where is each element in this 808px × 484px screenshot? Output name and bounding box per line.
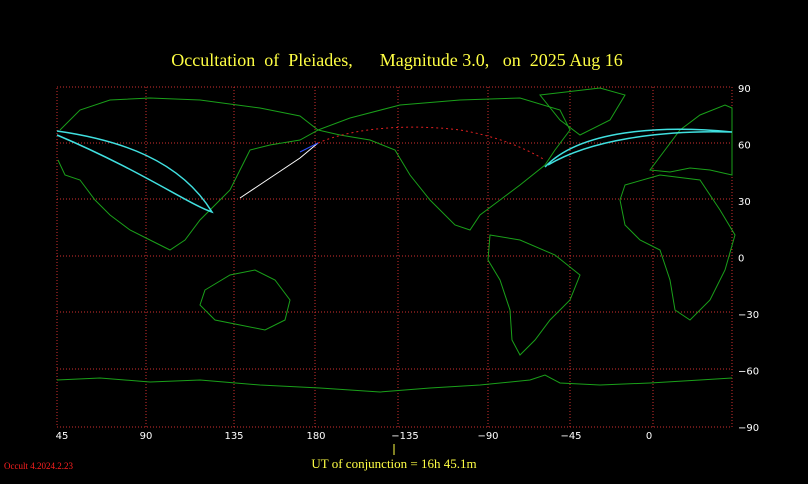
graticule bbox=[56, 86, 733, 428]
conjunction-time: UT of conjunction = 16h 45.1m bbox=[311, 456, 476, 471]
asia-coast bbox=[57, 97, 319, 251]
central-line-visible bbox=[239, 142, 319, 199]
latitude-label: 0 bbox=[738, 254, 744, 265]
version: Occult 4.2024.2.23 bbox=[4, 461, 73, 471]
title: Occultation of Pleiades, Magnitude 3.0, … bbox=[171, 50, 622, 70]
greenland-coast bbox=[539, 87, 626, 136]
central-line-twilight bbox=[299, 142, 319, 153]
longitude-label: 135 bbox=[224, 431, 243, 442]
longitude-label: 90 bbox=[140, 431, 153, 442]
latitude-label: 90 bbox=[738, 84, 751, 95]
latitude-label: −60 bbox=[738, 367, 759, 378]
longitude-label: 180 bbox=[306, 431, 325, 442]
europe-coast bbox=[649, 104, 733, 176]
longitude-label: −45 bbox=[560, 431, 581, 442]
latitude-label: 60 bbox=[738, 141, 751, 152]
longitude-labels: 45 90 135 180 −135 −90 −45 0 bbox=[56, 431, 653, 442]
latitude-label: −90 bbox=[738, 423, 759, 434]
latitude-labels: 90 60 30 0 −30 −60 −90 bbox=[738, 84, 759, 434]
longitude-label: 0 bbox=[646, 431, 652, 442]
coastlines bbox=[56, 87, 736, 393]
north-america-coast bbox=[316, 97, 571, 231]
australia-coast bbox=[199, 269, 291, 331]
antarctica-coast bbox=[56, 374, 733, 393]
longitude-label: 45 bbox=[56, 431, 69, 442]
map-frame bbox=[56, 86, 733, 428]
occultation-paths bbox=[56, 126, 733, 214]
africa-coast bbox=[619, 174, 736, 321]
latitude-label: −30 bbox=[738, 310, 759, 321]
south-america-coast bbox=[487, 234, 581, 356]
longitude-label: −135 bbox=[391, 431, 418, 442]
latitude-label: 30 bbox=[738, 197, 751, 208]
occultation-limit-west bbox=[56, 130, 214, 214]
occultation-limit-east bbox=[544, 128, 733, 168]
longitude-label: −90 bbox=[477, 431, 498, 442]
